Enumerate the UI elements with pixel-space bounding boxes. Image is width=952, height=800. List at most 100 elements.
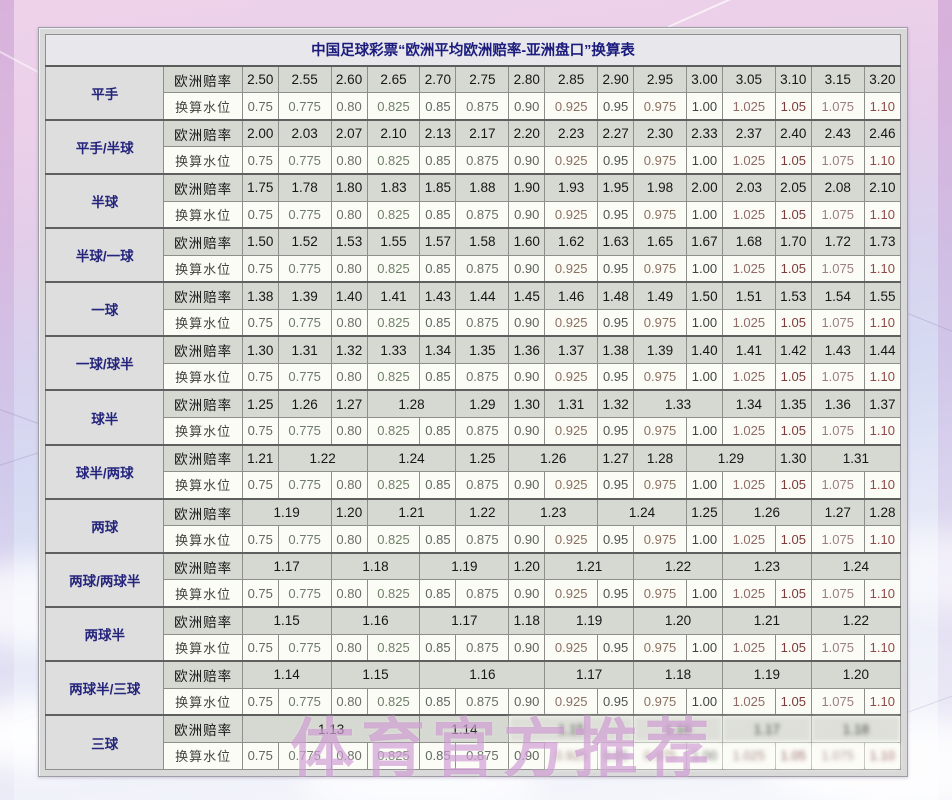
- water-value-cell: 1.075: [810, 633, 865, 662]
- odds-value-cell: 2.20: [508, 118, 546, 148]
- odds-value-cell: 1.33: [366, 335, 421, 364]
- water-value-cell: 0.775: [277, 633, 332, 662]
- odds-value-cell: 1.90: [508, 172, 546, 202]
- water-value-cell: 1.00: [685, 579, 723, 608]
- odds-conversion-table: 中国足球彩票“欧洲平均欧洲赔率-亚洲盘口”换算表 平手 欧洲赔率 2.50 2.55 2…: [44, 33, 902, 771]
- water-row: 换算水位 0.75 0.775 0.80 0.825 0.85 0.875 0.90 0.925…: [46, 525, 902, 554]
- left-edge-strip: [0, 0, 14, 800]
- odds-value-cell: 2.33: [685, 118, 723, 148]
- water-value-cell: 1.075: [810, 200, 865, 229]
- odds-value-cell: 1.24: [597, 497, 687, 527]
- water-row: 换算水位 0.75 0.775 0.80 0.825 0.85 0.875 0.90 0.925…: [46, 308, 902, 337]
- water-value-cell: 0.90: [508, 687, 546, 716]
- odds-value-cell: 1.67: [685, 227, 723, 256]
- water-value-cell: 0.90: [508, 471, 546, 500]
- water-row: 换算水位 0.75 0.775 0.80 0.825 0.85 0.875 0.90 0.925…: [46, 362, 902, 391]
- odds-value-cell: 1.21: [721, 605, 812, 635]
- water-value-cell: 1.025: [721, 525, 776, 554]
- water-value-cell: 0.975: [633, 417, 687, 446]
- odds-value-cell: 1.50: [241, 227, 279, 256]
- water-value-cell: 1.025: [721, 146, 776, 175]
- odds-value-cell: 1.15: [241, 605, 332, 635]
- odds-value-cell: 1.95: [597, 172, 635, 202]
- odds-row-label: 欧洲赔率: [163, 660, 243, 689]
- odds-value-cell: 1.26: [508, 443, 599, 473]
- water-row-label: 换算水位: [163, 92, 243, 121]
- water-value-cell: 1.10: [863, 146, 902, 175]
- odds-row-label: 欧洲赔率: [163, 551, 243, 581]
- water-value-cell: 0.85: [419, 362, 457, 391]
- water-value-cell: 0.90: [508, 92, 546, 121]
- odds-value-cell: 2.10: [366, 118, 421, 148]
- water-value-cell: 0.875: [455, 308, 510, 337]
- water-value-cell: 0.95: [597, 579, 635, 608]
- water-row: 换算水位 0.75 0.775 0.80 0.825 0.85 0.875 0.90 0.925…: [46, 579, 902, 608]
- water-value-cell: 0.75: [241, 687, 279, 716]
- water-value-cell: 0.85: [419, 633, 457, 662]
- water-value-cell: 0.975: [633, 687, 687, 716]
- water-value-cell: 0.75: [241, 633, 279, 662]
- water-value-cell: 1.075: [810, 579, 865, 608]
- odds-value-cell: 3.20: [863, 64, 902, 94]
- water-value-cell: 0.80: [330, 92, 368, 121]
- odds-value-cell: 2.70: [419, 64, 457, 94]
- water-value-cell: 1.05: [774, 417, 812, 446]
- water-value-cell: 0.80: [330, 417, 368, 446]
- odds-value-cell: 1.27: [810, 497, 865, 527]
- water-value-cell: 0.90: [508, 417, 546, 446]
- odds-value-cell: 2.10: [863, 172, 902, 202]
- odds-value-cell: 1.46: [544, 281, 599, 310]
- water-row: 换算水位 0.75 0.775 0.80 0.825 0.85 0.875 0.90 0.925…: [46, 254, 902, 283]
- water-value-cell: 1.00: [685, 633, 723, 662]
- title-row: 中国足球彩票“欧洲平均欧洲赔率-亚洲盘口”换算表: [45, 33, 901, 67]
- odds-value-cell: 2.46: [863, 118, 902, 148]
- odds-value-cell: 2.90: [597, 64, 635, 94]
- odds-row-label: 欧洲赔率: [163, 389, 243, 419]
- water-value-cell: 0.75: [241, 146, 279, 175]
- odds-value-cell: 1.41: [721, 335, 776, 364]
- odds-value-cell: 1.48: [597, 281, 635, 310]
- water-value-cell: 1.025: [721, 362, 776, 391]
- odds-value-cell: 1.18: [633, 660, 723, 689]
- water-value-cell: 0.925: [544, 146, 599, 175]
- odds-row: 半球/一球 欧洲赔率 1.50 1.52 1.53 1.55 1.57 1.58 1.60 1.6…: [44, 227, 902, 283]
- odds-value-cell: 1.62: [544, 227, 599, 256]
- water-value-cell: 0.825: [366, 417, 421, 446]
- odds-value-cell: 1.22: [277, 443, 368, 473]
- odds-value-cell: 1.50: [685, 281, 723, 310]
- odds-value-cell: 2.85: [544, 64, 599, 94]
- handicap-label: 一球/球半: [44, 335, 165, 391]
- odds-value-cell: 1.23: [721, 551, 812, 581]
- water-value-cell: 0.95: [597, 687, 635, 716]
- water-value-cell: 0.90: [508, 146, 546, 175]
- water-value-cell: 0.775: [277, 308, 332, 337]
- odds-value-cell: 1.93: [544, 172, 599, 202]
- water-value-cell: 0.775: [277, 417, 332, 446]
- water-value-cell: 0.90: [508, 254, 546, 283]
- water-value-cell: 1.05: [774, 362, 812, 391]
- odds-value-cell: 1.20: [633, 605, 723, 635]
- odds-value-cell: 1.29: [685, 443, 776, 473]
- table-title: 中国足球彩票“欧洲平均欧洲赔率-亚洲盘口”换算表: [45, 33, 901, 67]
- odds-row-label: 欧洲赔率: [163, 335, 243, 364]
- water-row-label: 换算水位: [163, 146, 243, 175]
- odds-value-cell: 1.43: [419, 281, 457, 310]
- water-value-cell: 0.975: [633, 579, 687, 608]
- water-row-label: 换算水位: [163, 417, 243, 446]
- water-value-cell: 0.925: [544, 308, 599, 337]
- water-value-cell: 0.95: [597, 254, 635, 283]
- odds-value-cell: 1.25: [241, 389, 279, 419]
- water-value-cell: 0.825: [366, 579, 421, 608]
- water-value-cell: 1.10: [863, 579, 902, 608]
- odds-value-cell: 2.03: [721, 172, 776, 202]
- water-row-label: 换算水位: [163, 633, 243, 662]
- handicap-label: 三球: [44, 714, 165, 771]
- odds-row: 两球 欧洲赔率 1.19 1.20 1.21 1.22 1.23 1.24 1.25 1.26 1.…: [44, 497, 902, 554]
- water-value-cell: 1.05: [774, 687, 812, 716]
- water-value-cell: 1.10: [863, 362, 902, 391]
- odds-value-cell: 1.17: [544, 660, 635, 689]
- odds-value-cell: 1.26: [277, 389, 332, 419]
- water-value-cell: 1.00: [685, 92, 723, 121]
- water-value-cell: 1.025: [721, 687, 776, 716]
- water-value-cell: 0.95: [597, 92, 635, 121]
